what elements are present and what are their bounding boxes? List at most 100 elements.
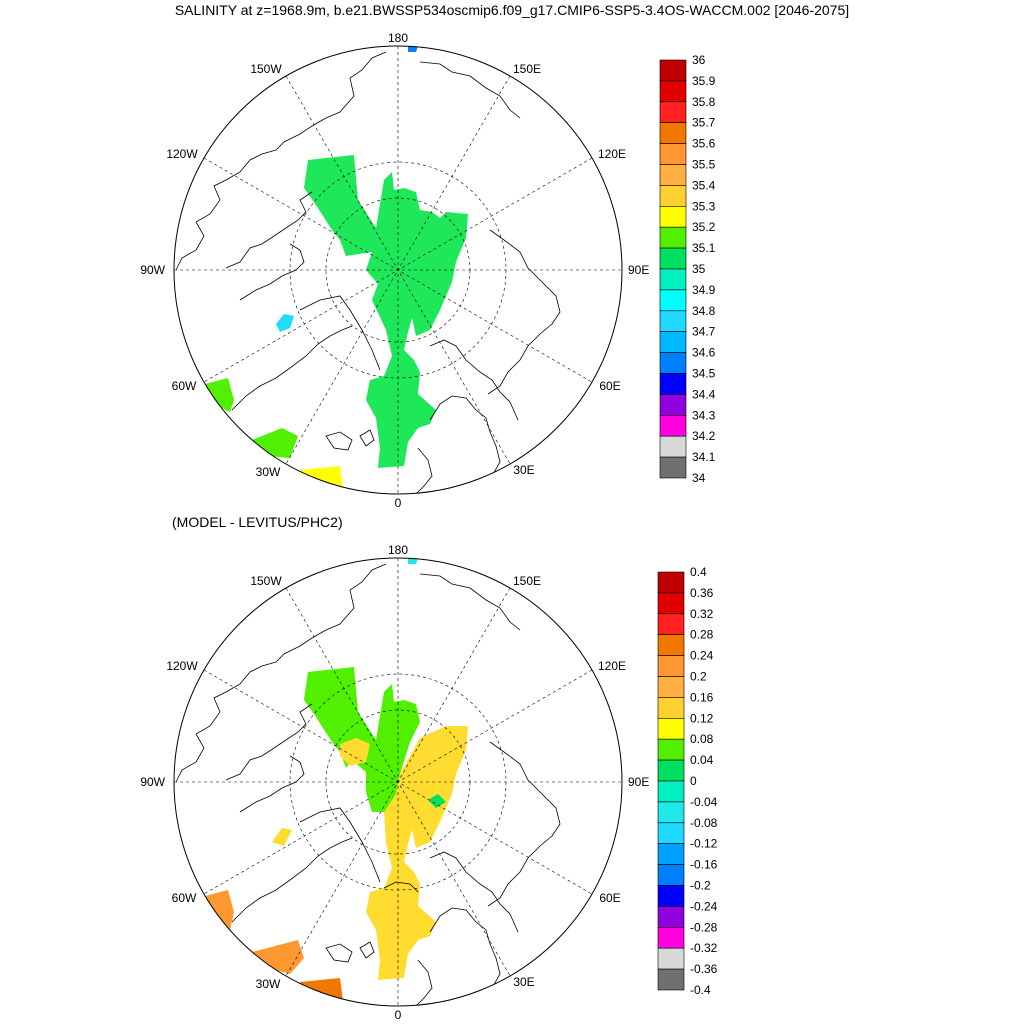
colorbar-tick-label: 34.4 xyxy=(692,387,716,401)
salinity-green-patch-60w xyxy=(205,378,234,412)
colorbar-box xyxy=(659,394,687,416)
salinity-main-region xyxy=(304,155,468,468)
difference-orange-patch-60w xyxy=(205,890,234,930)
colorbar-box xyxy=(659,456,687,479)
colorbar-box xyxy=(659,435,687,458)
colorbar-tick-label: 34.3 xyxy=(692,408,716,422)
colorbar-tick-label: 0.4 xyxy=(690,565,707,579)
colorbar-box xyxy=(659,247,687,270)
colorbar-box xyxy=(657,780,685,803)
lon-label-90e: 90E xyxy=(628,775,649,789)
colorbar-box xyxy=(657,822,685,844)
colorbar-tick-label: 0.12 xyxy=(690,711,714,725)
salinity-blue-dot xyxy=(408,46,418,52)
colorbar-tick-label: 0 xyxy=(690,774,697,788)
colorbar-tick-label: -0.2 xyxy=(690,879,711,893)
difference-polar-map: 180 150E 120E 90E 60E 30E 0 30W 60W 90W … xyxy=(140,543,649,1022)
colorbar-tick-label: -0.12 xyxy=(690,837,718,851)
lon-label-30e: 30E xyxy=(513,463,534,477)
coastlines-difference xyxy=(175,563,561,1006)
difference-small-green xyxy=(428,794,446,808)
colorbar-box xyxy=(657,634,685,656)
colorbar-box xyxy=(657,718,685,740)
lon-label-180: 180 xyxy=(388,31,408,45)
salinity-green-patch-30w xyxy=(252,428,298,458)
lon-label-90w: 90W xyxy=(140,263,165,277)
colorbar-tick-label: -0.32 xyxy=(690,941,718,955)
graticule xyxy=(174,46,622,494)
colorbar-tick-label: -0.08 xyxy=(690,816,718,830)
colorbar-tick-label: 0.08 xyxy=(690,732,714,746)
colorbar-tick-label: 34.7 xyxy=(692,325,716,339)
lon-label-150e: 150E xyxy=(513,62,541,76)
colorbar-tick-label: 0.32 xyxy=(690,607,714,621)
difference-green-region xyxy=(304,667,420,812)
lon-label-30w: 30W xyxy=(256,977,281,991)
colorbar-box xyxy=(657,759,685,782)
colorbar-box xyxy=(657,968,685,991)
colorbar-box xyxy=(657,592,685,615)
colorbar-box xyxy=(659,143,687,165)
colorbar-box xyxy=(659,310,687,332)
lon-label-120w: 120W xyxy=(166,659,198,673)
coastlines xyxy=(175,51,561,494)
colorbar-tick-label: 35.6 xyxy=(692,137,716,151)
colorbar-tick-label: 35.4 xyxy=(692,178,716,192)
lon-label-60e: 60E xyxy=(599,379,620,393)
lon-label-30w: 30W xyxy=(256,465,281,479)
colorbar-box xyxy=(659,164,687,186)
colorbar-box xyxy=(657,613,685,635)
colorbar-tick-label: 34.2 xyxy=(692,429,716,443)
colorbar-box xyxy=(659,289,687,312)
colorbar-tick-label: 35.5 xyxy=(692,158,716,172)
colorbar-tick-label: 35.1 xyxy=(692,241,716,255)
difference-yellow-region xyxy=(366,726,468,980)
colorbar-tick-label: 0.2 xyxy=(690,670,707,684)
difference-colorbar: 0.4 0.36 0.32 0.28 0.24 0.2 0.16 0.12 0.08 0.04 0 -… xyxy=(657,565,718,997)
lon-label-60e: 60E xyxy=(599,891,620,905)
colorbar-box xyxy=(659,268,687,291)
colorbar-box xyxy=(659,226,687,249)
colorbar-tick-label: -0.4 xyxy=(690,983,711,997)
lon-label-0: 0 xyxy=(395,1008,402,1022)
colorbar-box xyxy=(659,122,687,144)
colorbar-box xyxy=(657,843,685,865)
colorbar-box xyxy=(657,676,685,698)
lon-label-120e: 120E xyxy=(598,147,626,161)
colorbar-tick-label: 34 xyxy=(692,471,706,485)
colorbar-tick-label: 0.04 xyxy=(690,753,714,767)
colorbar-box xyxy=(657,697,685,719)
colorbar-box xyxy=(659,101,687,123)
difference-subtitle: (MODEL - LEVITUS/PHC2) xyxy=(172,514,343,530)
lon-label-120e: 120E xyxy=(598,659,626,673)
colorbar-box xyxy=(657,655,685,677)
colorbar-box xyxy=(657,738,685,761)
colorbar-tick-label: 35 xyxy=(692,262,706,276)
colorbar-tick-label: 35.9 xyxy=(692,74,716,88)
lon-label-180: 180 xyxy=(388,543,408,557)
colorbar-tick-label: 34.8 xyxy=(692,304,716,318)
colorbar-box xyxy=(659,414,687,437)
lon-label-120w: 120W xyxy=(166,147,198,161)
lon-label-30e: 30E xyxy=(513,975,534,989)
colorbar-tick-label: -0.28 xyxy=(690,920,718,934)
colorbar-tick-label: 0.36 xyxy=(690,586,714,600)
colorbar-box xyxy=(657,926,685,949)
lon-label-90e: 90E xyxy=(628,263,649,277)
colorbar-box xyxy=(657,947,685,970)
colorbar-tick-label: -0.16 xyxy=(690,858,718,872)
graticule-difference xyxy=(174,558,622,1006)
colorbar-tick-label: 34.6 xyxy=(692,346,716,360)
colorbar-tick-label: -0.24 xyxy=(690,899,718,913)
salinity-polar-map: 180 150E 120E 90E 60E 30E 0 30W 60W 90W … xyxy=(140,31,649,510)
colorbar-tick-label: 35.8 xyxy=(692,95,716,109)
difference-orange-patch-30w xyxy=(252,940,304,974)
colorbar-tick-label: -0.36 xyxy=(690,962,718,976)
difference-yellow-inset xyxy=(340,738,370,766)
colorbar-box xyxy=(659,373,687,395)
lon-label-90w: 90W xyxy=(140,775,165,789)
difference-yellow-patch-90w xyxy=(272,828,292,846)
colorbar-box xyxy=(657,906,685,928)
colorbar-tick-label: 35.3 xyxy=(692,199,716,213)
colorbar-tick-label: 34.1 xyxy=(692,450,716,464)
